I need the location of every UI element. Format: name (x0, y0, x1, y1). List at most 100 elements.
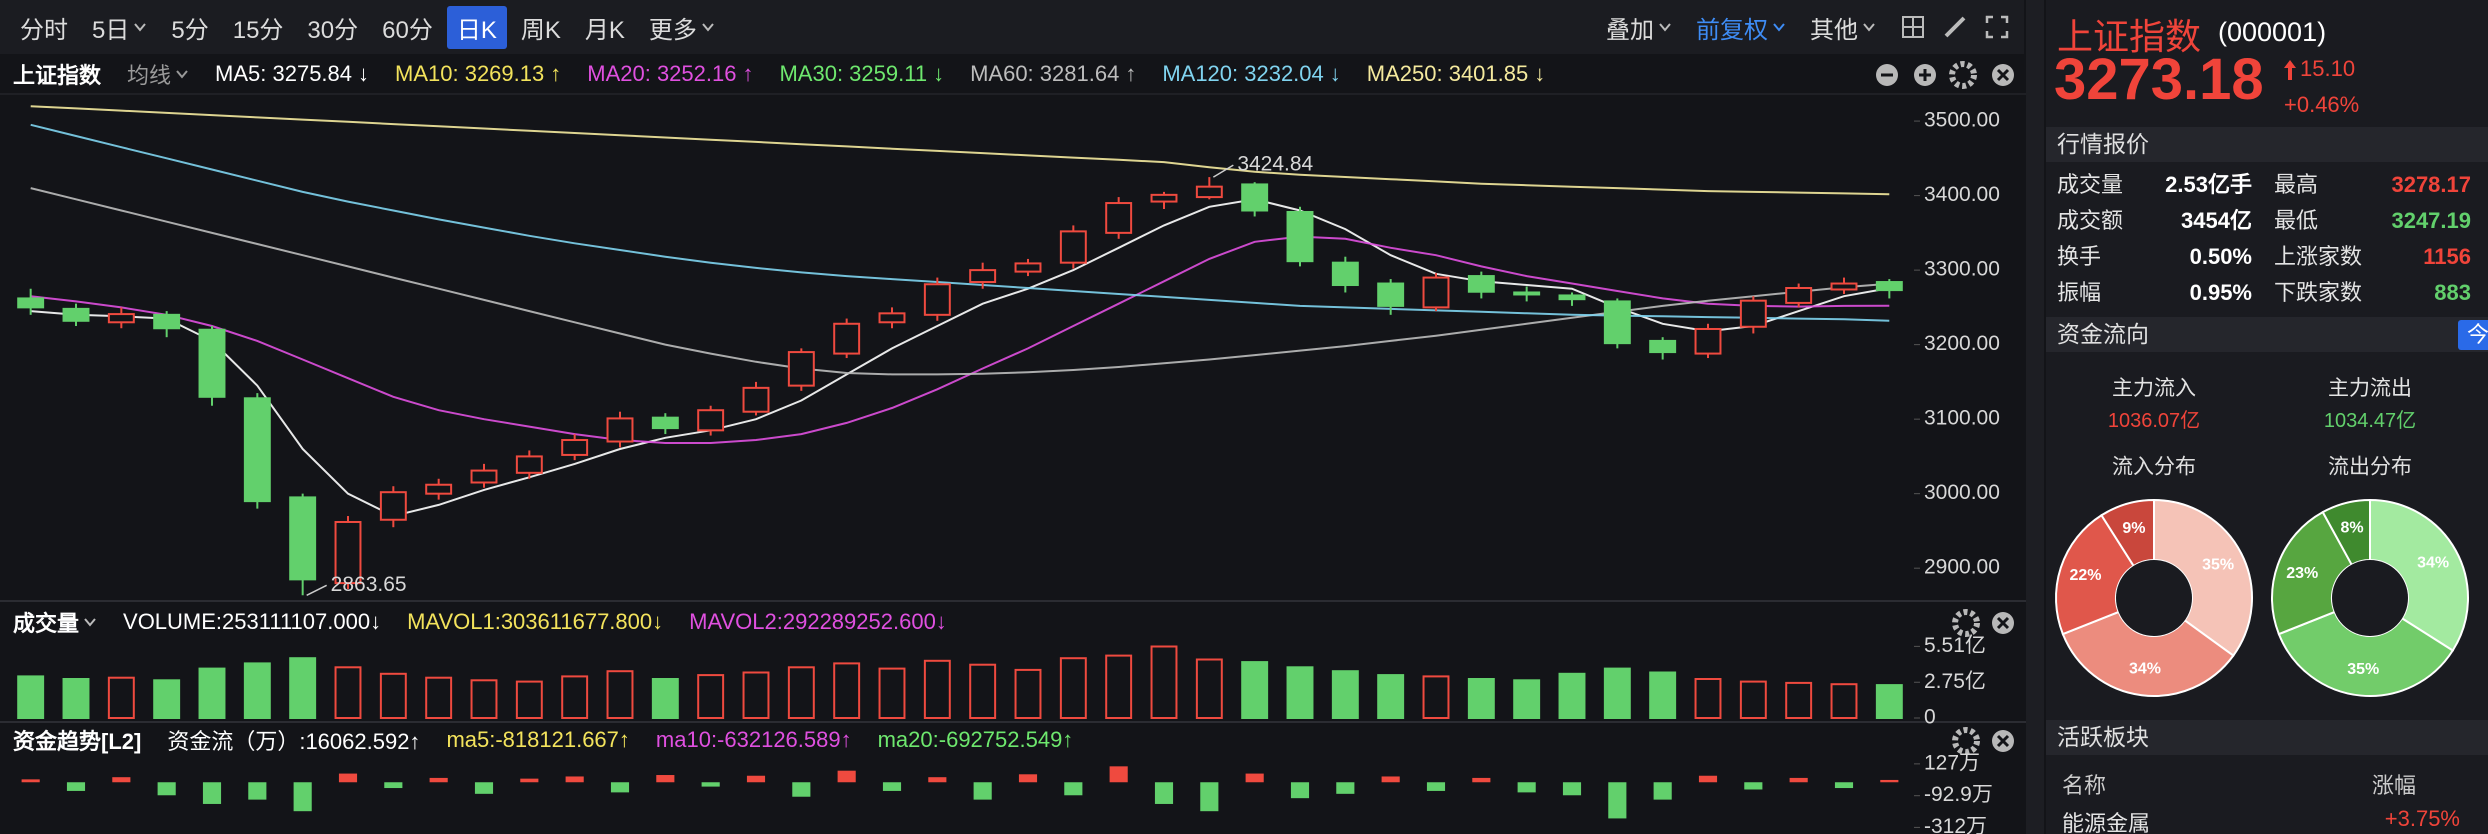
sector-change: +3.75% (2384, 806, 2460, 831)
splitter[interactable] (2026, 0, 2044, 834)
period-tab[interactable]: 更多 (639, 6, 725, 49)
caret-icon (176, 70, 188, 79)
ma-line (30, 187, 1890, 376)
flow-bar (157, 782, 176, 796)
volume-bar (1286, 666, 1314, 719)
panel-name[interactable]: 成交量 (13, 606, 97, 638)
flow-bar (66, 782, 86, 791)
section-header: 活跃板块 (2046, 720, 2488, 755)
ma-menu-label: 均线 (127, 63, 172, 88)
ma-menu[interactable]: 均线 (127, 58, 189, 90)
candle-body (62, 307, 90, 322)
stat-value: 3454亿 (2181, 208, 2252, 233)
stat-label: 下跌家数 (2274, 280, 2363, 305)
flow-bar (1517, 782, 1536, 793)
gear-icon[interactable] (1952, 609, 1980, 637)
close-icon[interactable] (1992, 612, 2014, 634)
flow-bar (202, 782, 222, 804)
tab-label: 日K (456, 16, 497, 44)
pie-title: 流入分布 (2112, 456, 2196, 479)
caret-icon (1773, 23, 1785, 32)
draw-icon[interactable] (1940, 12, 1970, 42)
flow-bar (248, 782, 267, 800)
pie-hole (2116, 560, 2192, 636)
gear-icon[interactable] (1949, 61, 1977, 89)
flow-bar (1154, 782, 1174, 804)
candle-body (787, 351, 815, 387)
flow-bar (837, 770, 856, 783)
pie-hole (2332, 560, 2408, 636)
tab-label: 5分 (171, 16, 209, 44)
flow-bar (701, 782, 720, 787)
caret-icon (84, 618, 96, 627)
fullscreen-icon[interactable] (1982, 12, 2012, 42)
quote-change-pct: +0.46% (2284, 92, 2360, 117)
y-tick-label: 3400.00 (1924, 183, 2000, 206)
tool-menu[interactable]: 其他 (1800, 6, 1886, 49)
tool-menu[interactable]: 叠加 (1596, 6, 1682, 49)
period-tab[interactable]: 周K (511, 6, 571, 49)
volume-bar (1785, 681, 1813, 720)
icon-circle (1949, 61, 1977, 89)
pie-label: 35% (2202, 557, 2234, 574)
volume-bar (1105, 654, 1133, 719)
panel-name[interactable]: 资金趋势[L2] (13, 724, 141, 756)
today-button[interactable]: 今 (2458, 320, 2488, 350)
pie-label: 9% (2122, 520, 2145, 537)
flow-bar (1200, 782, 1219, 812)
period-tab[interactable]: 15分 (223, 6, 294, 49)
volume-bar (153, 679, 181, 719)
up-arrow-icon (2284, 60, 2296, 80)
flow-bar (1562, 782, 1582, 796)
candle-body (425, 483, 453, 495)
volume-bar (1739, 680, 1767, 719)
pie-label: 8% (2341, 519, 2364, 536)
plus-icon[interactable] (1914, 64, 1936, 86)
pie-label: 22% (2070, 567, 2102, 584)
stat-value: 3247.19 (2391, 208, 2471, 233)
volume-bar (1467, 678, 1495, 719)
ma-legend-arrow: ↑ (1125, 61, 1137, 86)
close-icon[interactable] (1992, 64, 2014, 86)
layout-icon[interactable] (1898, 12, 1928, 42)
quote-panel: 上证指数 (000001) 3273.18 15.10 +0.46% 行情报价 … (2046, 0, 2488, 834)
tool-label: 前复权 (1696, 16, 1768, 44)
period-tab[interactable]: 日K (446, 5, 507, 49)
candle-body (1875, 281, 1903, 292)
stat-value: 1156 (2423, 244, 2471, 269)
inflow-value: 1036.07亿 (2107, 410, 2201, 432)
period-tab[interactable]: 月K (575, 6, 635, 49)
volume-bar (697, 674, 725, 719)
flow-bar (1109, 766, 1128, 783)
period-tab[interactable]: 分时 (10, 6, 78, 49)
y-tick-label: 2.75亿 (1924, 670, 1986, 693)
candle-body (697, 409, 725, 432)
candle-body (1195, 185, 1223, 199)
flow-bar (293, 782, 312, 812)
flow-bar (973, 782, 992, 800)
period-tab[interactable]: 30分 (297, 6, 368, 49)
tab-label: 15分 (232, 16, 284, 44)
tool-menu[interactable]: 前复权 (1686, 6, 1796, 49)
minus-icon[interactable] (1876, 64, 1898, 86)
volume-bar (878, 667, 906, 719)
period-tab[interactable]: 5分 (161, 6, 218, 49)
close-icon[interactable] (1992, 730, 2014, 752)
candle-body (1105, 202, 1133, 234)
stat-value: 0.95% (2189, 280, 2252, 305)
icon-circle (1952, 727, 1980, 755)
sector-name: 能源金属 (2062, 811, 2151, 834)
gear-icon[interactable] (1952, 727, 1980, 755)
flow-bar (520, 778, 539, 783)
flow-bar (112, 777, 131, 783)
volume-bar (1150, 645, 1178, 719)
ma-legend-arrow: ↑ (550, 61, 562, 86)
flow-bar (928, 777, 947, 783)
period-tab[interactable]: 60分 (372, 6, 443, 49)
period-tab[interactable]: 5日 (82, 6, 157, 49)
outflow-value: 1034.47亿 (2323, 410, 2417, 432)
flow-bar (565, 776, 584, 783)
pie-label: 34% (2417, 555, 2449, 572)
volume-bar (1649, 671, 1677, 719)
volume-bar (742, 671, 770, 719)
